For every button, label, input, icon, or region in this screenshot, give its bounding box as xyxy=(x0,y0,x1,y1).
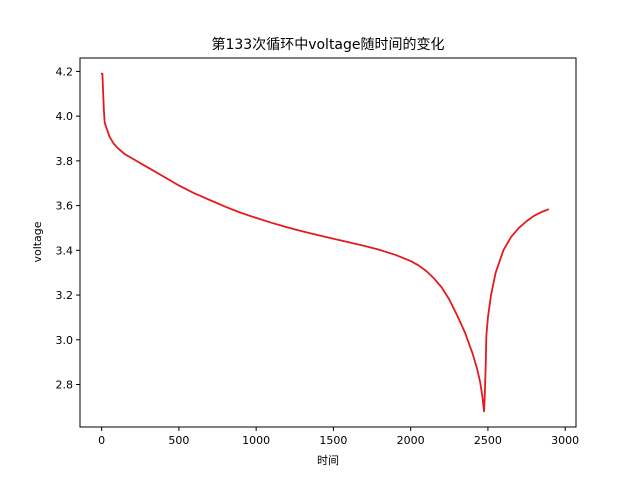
y-axis-label: voltage xyxy=(31,221,44,262)
plot-frame xyxy=(79,57,577,428)
y-tick-label: 3.2 xyxy=(56,289,74,302)
x-tick-label: 0 xyxy=(98,434,105,447)
chart-title: 第133次循环中voltage随时间的变化 xyxy=(211,36,444,53)
x-tick-label: 2000 xyxy=(397,434,425,447)
y-tick-label: 3.8 xyxy=(56,155,74,168)
x-axis: 0 500 1000 1500 2000 2500 3000 xyxy=(98,427,579,447)
x-tick-label: 500 xyxy=(168,434,189,447)
y-tick-label: 4.0 xyxy=(56,110,74,123)
y-tick-label: 2.8 xyxy=(56,379,74,392)
y-axis: 2.8 3.0 3.2 3.4 3.6 3.8 4.0 4.2 xyxy=(56,65,80,392)
x-axis-label: 时间 xyxy=(317,454,339,467)
y-tick-label: 3.6 xyxy=(56,200,74,213)
y-tick-label: 3.0 xyxy=(56,334,74,347)
y-tick-label: 3.4 xyxy=(56,244,74,257)
voltage-series-line xyxy=(100,72,550,413)
x-tick-label: 2500 xyxy=(474,434,502,447)
x-tick-label: 1000 xyxy=(242,434,270,447)
x-tick-label: 3000 xyxy=(551,434,579,447)
x-tick-label: 1500 xyxy=(319,434,347,447)
y-tick-label: 4.2 xyxy=(56,65,74,78)
series-group xyxy=(100,72,550,413)
